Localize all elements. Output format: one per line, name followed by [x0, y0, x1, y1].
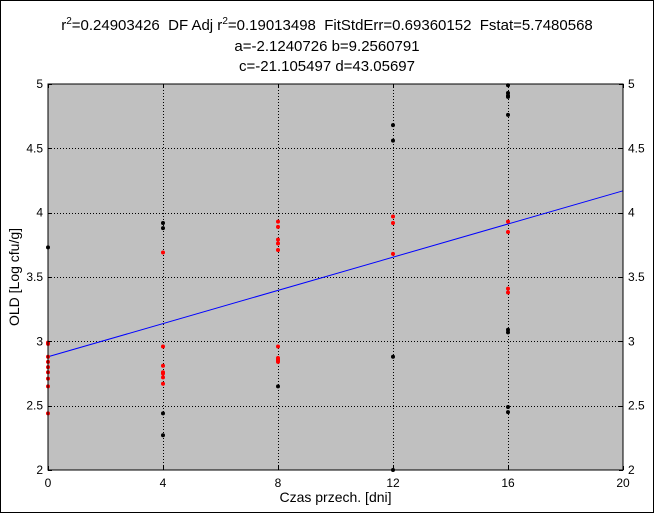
r2-superscript: 2 [66, 16, 72, 27]
data-point [276, 384, 280, 389]
df-adj-label: DF Adj r [168, 17, 223, 34]
data-point [276, 224, 280, 229]
x-tick-label: 4 [160, 476, 167, 490]
r2-label: r [61, 17, 67, 34]
data-point [391, 123, 395, 128]
y-tick-label-left: 3.5 [26, 270, 43, 284]
y-tick-label-left: 3 [36, 334, 43, 348]
y-tick-label-right: 2 [628, 463, 635, 477]
fstat: Fstat=5.7480568 [479, 17, 593, 34]
y-tick-label-left: 2.5 [26, 399, 43, 413]
x-tick-label: 20 [616, 476, 630, 490]
fit-line [47, 190, 624, 358]
data-point [161, 220, 165, 225]
y-tick-label-left: 2 [36, 463, 43, 477]
y-tick-label-right: 3.5 [628, 270, 645, 284]
data-point [506, 290, 510, 295]
data-point [161, 411, 165, 416]
data-point [161, 226, 165, 231]
data-point [506, 94, 510, 99]
data-point [506, 330, 510, 335]
data-point [506, 410, 510, 415]
fit-std-err: FitStdErr=0.69360152 [324, 17, 472, 34]
y-tick-label-left: 5 [36, 77, 43, 91]
data-point [276, 241, 280, 246]
data-point [276, 237, 280, 242]
x-tick-label: 16 [501, 476, 515, 490]
y-tick-label-right: 2.5 [628, 399, 645, 413]
data-point [276, 219, 280, 224]
data-point [161, 381, 165, 386]
data-point [161, 250, 165, 255]
data-point [161, 344, 165, 349]
data-point [161, 433, 165, 438]
data-point [506, 229, 510, 234]
data-point [161, 371, 165, 376]
data-point [391, 214, 395, 219]
data-point [506, 112, 510, 117]
data-point [506, 404, 510, 409]
plot-area [48, 84, 623, 470]
data-point [391, 354, 395, 359]
coefficients-cd: c=-21.105497 d=43.05697 [239, 58, 415, 75]
y-tick-label-left: 4.5 [26, 141, 43, 155]
data-point [276, 359, 280, 364]
y-axis-title: OLD [Log cfu/g] [6, 228, 22, 326]
y-tick-label-right: 3 [628, 334, 635, 348]
data-point [161, 375, 165, 380]
r2-value: =0.24903426 [71, 17, 160, 34]
data-point [506, 219, 510, 224]
data-point [276, 247, 280, 252]
coefficients-ab: a=-2.1240726 b=9.2560791 [234, 38, 420, 55]
fit-statistics-line: r2=0.24903426 DF Adj r2=0.19013498 FitSt… [0, 17, 654, 35]
data-points [46, 83, 510, 472]
y-tick-label-right: 4 [628, 206, 635, 220]
y-tick-label-left: 4 [36, 206, 43, 220]
y-tick-label-right: 5 [628, 77, 635, 91]
y-tick-label-right: 4.5 [628, 141, 645, 155]
x-tick-label: 8 [275, 476, 282, 490]
x-tick-label: 12 [386, 476, 400, 490]
data-point [391, 220, 395, 225]
data-point [391, 138, 395, 143]
x-tick-label: 0 [45, 476, 52, 490]
data-point [161, 363, 165, 368]
data-point [276, 344, 280, 349]
data-point [391, 251, 395, 256]
axis-ticks [48, 84, 624, 471]
data-point [506, 286, 510, 291]
tick-labels: 0 4 8 12 16 202 22.5 2.53 33.5 3.54 44.5 4.55 5 [26, 77, 645, 490]
x-axis-title: Czas przech. [dni] [279, 489, 391, 505]
df-adj-superscript: 2 [222, 16, 228, 27]
df-adj-value: =0.19013498 [227, 17, 316, 34]
